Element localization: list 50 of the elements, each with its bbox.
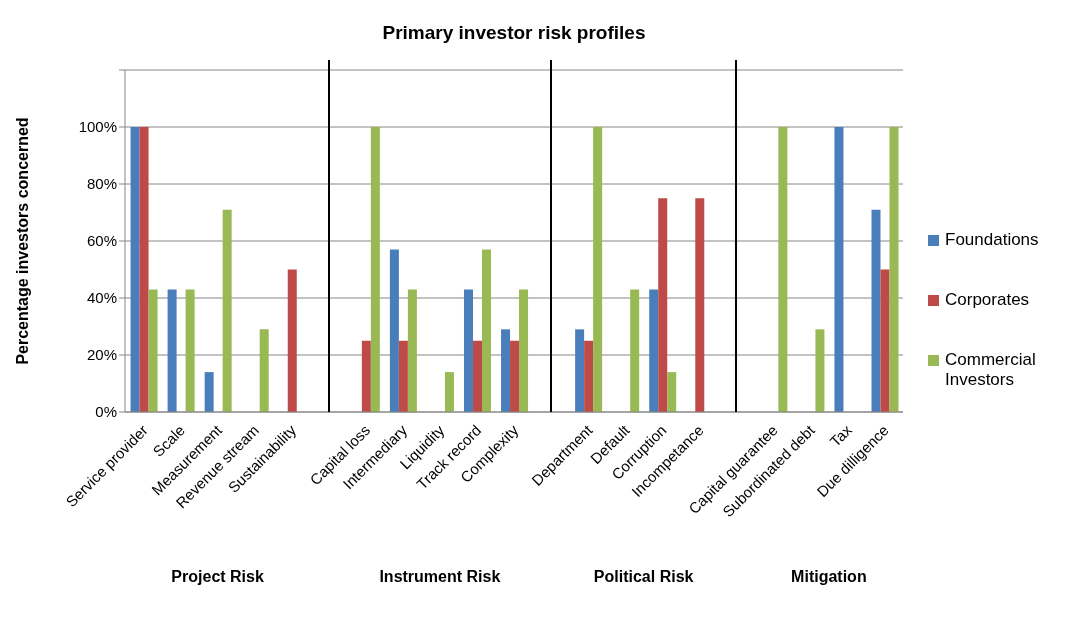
bar [185,289,195,412]
y-tick-label: 40% [86,289,117,307]
bar [510,340,520,412]
y-axis-title: Percentage investors concerned [13,117,31,365]
bar [630,289,640,412]
y-tick-label: 100% [78,118,117,136]
bar [463,289,473,412]
text: Mitigation [790,568,868,586]
bar [259,329,269,412]
bar [398,340,408,412]
legend-label: Foundations [945,230,1040,250]
bar [130,127,140,412]
bar [695,198,705,412]
y-tick-label: 80% [86,175,117,193]
bar [361,340,371,412]
text: Political Risk [592,568,695,586]
bar [481,249,491,412]
bar [501,329,511,412]
bar [815,329,825,412]
bar [167,289,177,412]
bar [880,269,890,412]
bar [593,127,603,412]
bar [575,329,585,412]
bar [519,289,529,412]
legend-label: Commercial Investors [945,350,1037,390]
bar [148,289,158,412]
legend-label: Corporates [945,290,1031,310]
bar [667,372,677,412]
y-tick-label: 20% [86,346,117,364]
bar [649,289,659,412]
bar [472,340,482,412]
bar [370,127,380,412]
chart-title: Primary investor risk profiles [381,22,647,44]
bar [889,127,899,412]
bar [287,269,297,412]
bar [778,127,788,412]
bar [222,209,232,412]
bar [139,127,149,412]
bar [407,289,417,412]
text: Project Risk [170,568,265,586]
bar [584,340,594,412]
bar [389,249,399,412]
bar [204,372,214,412]
bar [871,209,881,412]
y-tick-label: 60% [86,232,117,250]
bar [834,127,844,412]
bar [444,372,454,412]
y-tick-label: 0% [95,403,117,421]
bar [658,198,668,412]
text: Instrument Risk [378,568,502,586]
